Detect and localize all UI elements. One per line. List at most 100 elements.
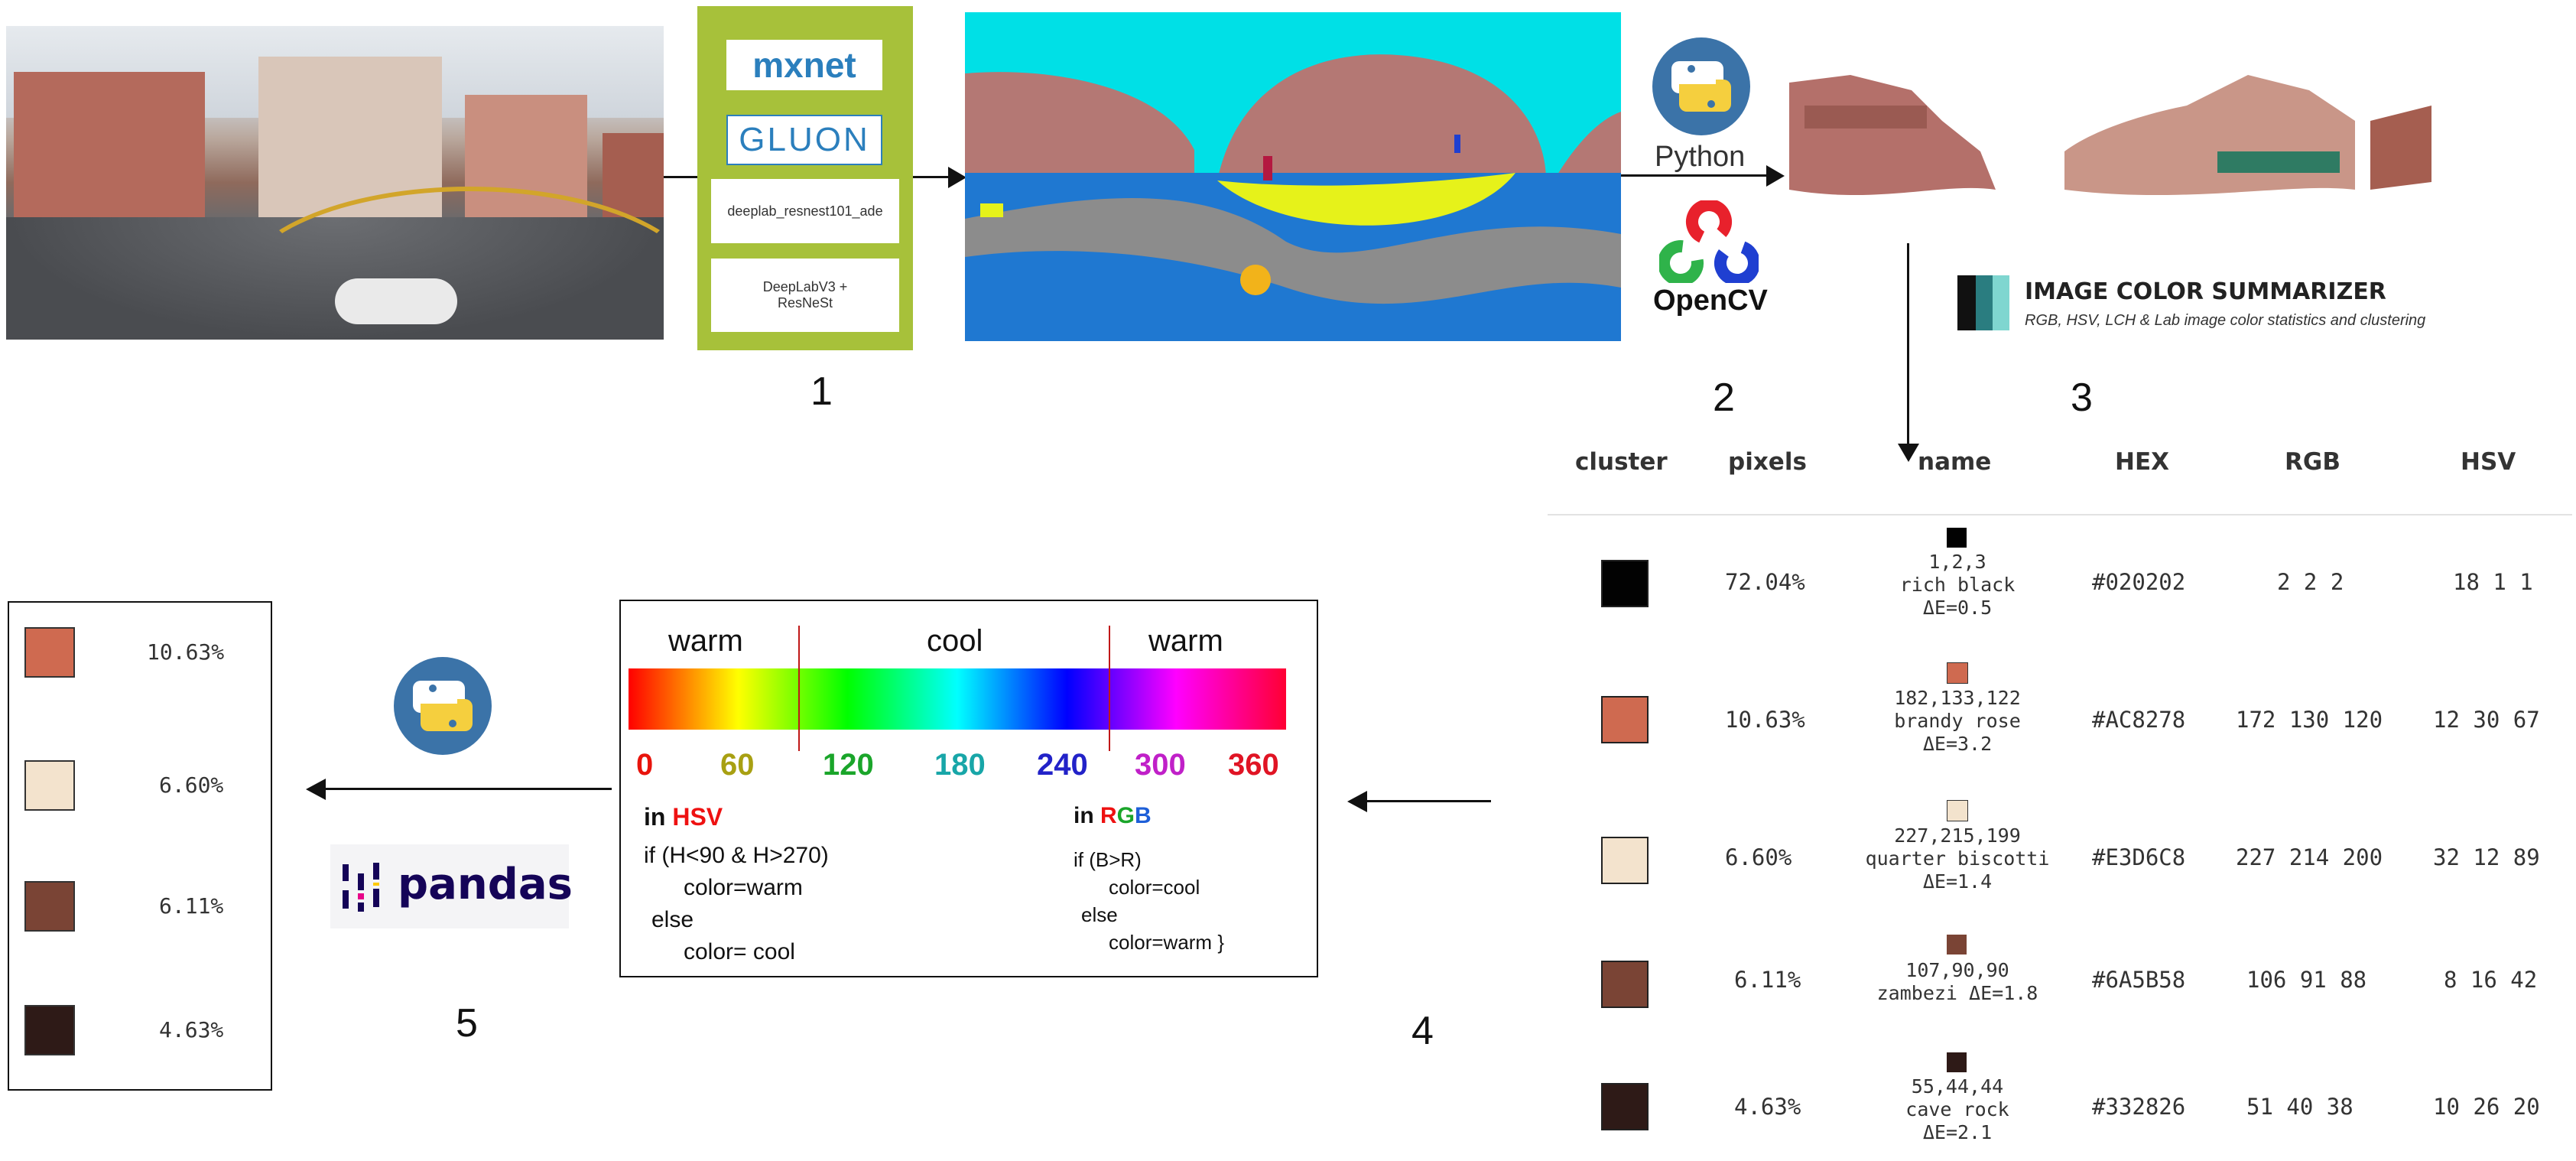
name-swatch (1947, 662, 1968, 684)
list-swatch (24, 1005, 75, 1055)
rgb-cell: 227 214 200 (2236, 844, 2383, 870)
name-swatch (1947, 935, 1967, 954)
architecture-label: DeepLabV3 + ResNeSt (711, 259, 899, 332)
cropped-buildings (1789, 75, 2431, 196)
model-name: deeplab_resnest101_ade (711, 179, 899, 243)
arrow-head (306, 779, 326, 800)
name-swatch (1947, 800, 1968, 821)
hsv-rule-title: in HSV (644, 803, 723, 831)
step-number-5: 5 (456, 1001, 478, 1046)
list-pct: 6.60% (159, 772, 224, 798)
gluon-logo: GLUON (726, 115, 882, 165)
tick-label: 360 (1228, 748, 1279, 782)
arrow-head (1347, 791, 1367, 812)
cluster-swatch (1601, 560, 1649, 607)
cluster-swatch (1601, 1083, 1649, 1130)
tick-label: 0 (636, 748, 654, 782)
step-number-3: 3 (2071, 376, 2093, 420)
cool-warm-divider (1109, 626, 1110, 751)
panorama-photo (6, 26, 664, 340)
summarizer-subtitle: RGB, HSV, LCH & Lab image color statisti… (2025, 312, 2426, 329)
hsv-cell: 18 1 1 (2453, 569, 2533, 595)
table-header-name: name (1918, 448, 1992, 476)
rgb-cell: 2 2 2 (2277, 569, 2344, 595)
rgb-cell: 172 130 120 (2236, 707, 2383, 733)
hex-cell: #AC8278 (2092, 707, 2186, 733)
name-cell: 107,90,90 zambezi ΔE=1.8 (1876, 959, 2038, 1004)
step-number-2: 2 (1713, 376, 1735, 420)
list-pct: 4.63% (159, 1017, 224, 1042)
mxnet-logo: mxnet (726, 40, 882, 90)
hsv-cell: 32 12 89 (2433, 844, 2540, 870)
list-swatch (24, 760, 75, 811)
connector-line (664, 176, 697, 178)
pixels-cell: 72.04% (1725, 569, 1805, 595)
opencv-label: OpenCV (1653, 285, 1768, 317)
tick-label: 60 (720, 748, 755, 782)
arrow-head (1766, 165, 1785, 187)
pixels-cell: 6.60% (1725, 844, 1792, 870)
connector-line (321, 788, 612, 790)
pandas-logo: pandas (330, 844, 573, 928)
rgb-rule-code: if (B>R) color=cool else color=warm } (1074, 848, 1224, 954)
python-label: Python (1655, 141, 1746, 173)
pandas-icon (343, 863, 379, 912)
connector-line (1907, 243, 1909, 448)
cluster-swatch (1601, 696, 1649, 743)
summarizer-title: IMAGE COLOR SUMMARIZER (2025, 278, 2386, 305)
list-pct: 10.63% (147, 639, 225, 665)
pixels-cell: 4.63% (1734, 1094, 1801, 1120)
hex-cell: #E3D6C8 (2092, 844, 2186, 870)
cool-label: cool (927, 624, 983, 658)
tick-label: 300 (1135, 748, 1186, 782)
rgb-cell: 51 40 38 (2246, 1094, 2353, 1120)
name-cell: 1,2,3 rich black ΔE=0.5 (1899, 551, 2016, 619)
step-number-1: 1 (810, 369, 833, 414)
hsv-cell: 8 16 42 (2444, 967, 2538, 993)
hex-cell: #020202 (2092, 569, 2186, 595)
pandas-label: pandas (398, 860, 573, 909)
opencv-icon (1659, 200, 1759, 283)
hsv-rule-code: if (H<90 & H>270) color=warm else color=… (644, 843, 829, 964)
summarizer-logo-icon (1957, 275, 2016, 330)
name-cell: 182,133,122 brandy rose ΔE=3.2 (1894, 687, 2021, 755)
connector-line (1621, 174, 1771, 177)
table-header-pixels: pixels (1728, 448, 1807, 476)
model-box: mxnet GLUON deeplab_resnest101_ade DeepL… (697, 6, 913, 350)
list-pct: 6.11% (159, 893, 224, 919)
segmentation-map (965, 12, 1621, 341)
tick-label: 240 (1037, 748, 1088, 782)
tick-label: 120 (823, 748, 874, 782)
warm-cool-divider (798, 626, 800, 751)
hex-cell: #6A5B58 (2092, 967, 2186, 993)
hex-cell: #332826 (2092, 1094, 2186, 1120)
hue-tick-labels: 0 60 120 180 240 300 360 (621, 748, 1314, 786)
pixels-cell: 10.63% (1725, 707, 1805, 733)
connector-line (913, 176, 953, 178)
arrow-head (1898, 444, 1919, 462)
rgb-cell: 106 91 88 (2246, 967, 2367, 993)
hsv-classification-box: warm cool warm 0 60 120 180 240 300 360 … (619, 600, 1318, 977)
list-swatch (24, 881, 75, 932)
table-header-rgb: RGB (2285, 448, 2340, 476)
name-cell: 55,44,44 cave rock ΔE=2.1 (1905, 1075, 2009, 1143)
warm-label-left: warm (668, 624, 743, 658)
arrow-head (948, 167, 966, 188)
connector-line (1361, 800, 1491, 802)
python-icon (1652, 37, 1750, 135)
hue-spectrum (629, 668, 1286, 730)
table-header-cluster: cluster (1575, 448, 1668, 476)
table-header-hsv: HSV (2461, 448, 2516, 476)
list-swatch (24, 627, 75, 678)
python-icon (394, 657, 492, 755)
hsv-cell: 12 30 67 (2433, 707, 2540, 733)
table-divider (1548, 514, 2572, 515)
table-header-hex: HEX (2115, 448, 2170, 476)
hsv-cell: 10 26 20 (2433, 1094, 2540, 1120)
warm-color-list: 10.63% 6.60% 6.11% 4.63% (8, 601, 272, 1091)
cluster-swatch (1601, 837, 1649, 884)
cluster-swatch (1601, 961, 1649, 1008)
warm-label-right: warm (1148, 624, 1223, 658)
name-cell: 227,215,199 quarter biscotti ΔE=1.4 (1865, 824, 2050, 893)
tick-label: 180 (934, 748, 986, 782)
